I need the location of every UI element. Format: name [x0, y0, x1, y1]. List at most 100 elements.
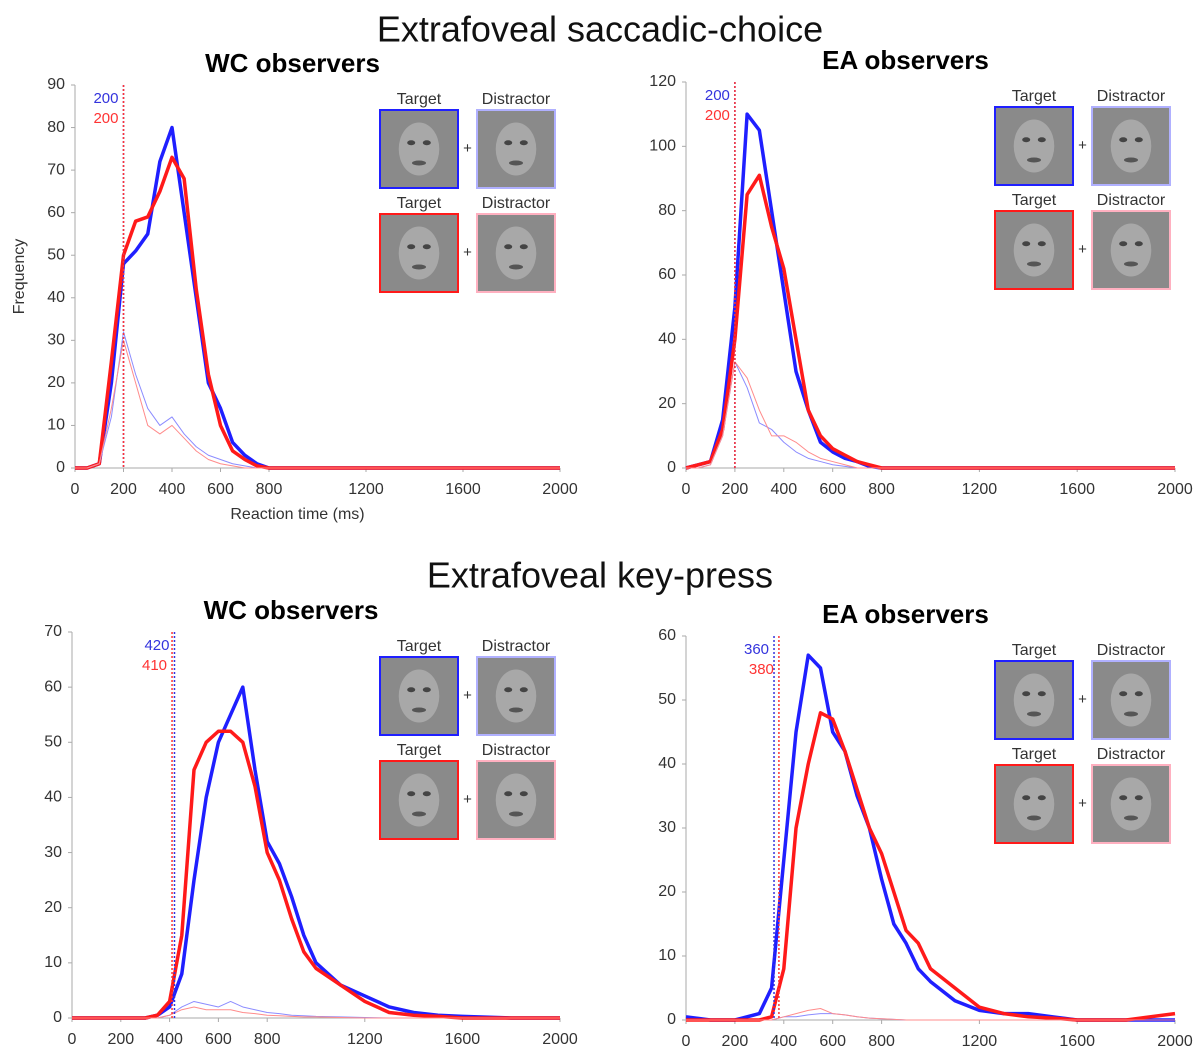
threshold-label: 420: [144, 637, 169, 654]
y-tick-label: 50: [658, 691, 676, 708]
x-tick-label: 0: [682, 481, 691, 498]
inset-joiner: +: [1078, 795, 1087, 812]
y-tick-label: 10: [658, 947, 676, 964]
series-line: [72, 1006, 560, 1019]
y-tick-label: 60: [44, 678, 62, 695]
mouth: [1027, 711, 1041, 717]
y-tick-label: 100: [649, 138, 676, 155]
y-tick-label: 60: [47, 204, 65, 221]
mouth: [509, 264, 523, 270]
y-tick-label: 20: [658, 395, 676, 412]
eye: [1119, 795, 1128, 801]
section-heading: Extrafoveal key-press: [427, 555, 773, 596]
mouth: [509, 160, 523, 166]
mouth: [1027, 157, 1041, 163]
x-tick-label: 200: [722, 481, 749, 498]
eye: [504, 140, 513, 146]
face: [1110, 119, 1152, 173]
y-tick-label: 40: [47, 289, 65, 306]
chart-title: WC observers: [205, 48, 380, 78]
x-tick-label: 0: [682, 1033, 691, 1050]
series-line: [75, 339, 560, 469]
threshold-label: 410: [142, 657, 167, 674]
mouth: [412, 264, 426, 270]
eye: [1037, 241, 1046, 247]
inset-joiner: +: [463, 687, 472, 704]
mouth: [1027, 261, 1041, 267]
y-tick-label: 30: [658, 819, 676, 836]
eye: [1037, 137, 1046, 143]
inset-label: Distractor: [482, 91, 551, 108]
x-tick-label: 400: [156, 1031, 183, 1048]
x-tick-label: 1600: [445, 481, 481, 498]
x-tick-label: 200: [107, 1031, 134, 1048]
inset-label: Target: [1012, 746, 1057, 763]
face: [398, 669, 440, 723]
y-tick-label: 30: [44, 844, 62, 861]
face: [1110, 673, 1152, 727]
series-line: [686, 361, 1175, 469]
face: [1013, 777, 1055, 831]
x-tick-label: 2000: [1157, 481, 1193, 498]
x-tick-label: 400: [770, 1033, 797, 1050]
threshold-label: 200: [93, 90, 118, 107]
eye: [504, 791, 513, 797]
inset-label: Distractor: [1097, 88, 1166, 105]
y-tick-label: 20: [658, 883, 676, 900]
eye: [1022, 137, 1031, 143]
chart-title: EA observers: [822, 45, 989, 75]
eye: [407, 140, 416, 146]
y-tick-label: 50: [47, 246, 65, 263]
eye: [407, 244, 416, 250]
y-tick-label: 50: [44, 734, 62, 751]
x-tick-label: 400: [770, 481, 797, 498]
mouth: [412, 811, 426, 817]
inset-label: Target: [1012, 642, 1057, 659]
x-tick-label: 1200: [962, 1033, 998, 1050]
chart-title: EA observers: [822, 599, 989, 629]
y-tick-label: 60: [658, 266, 676, 283]
x-tick-label: 1200: [348, 481, 384, 498]
inset-label: Target: [397, 742, 442, 759]
x-tick-label: 0: [71, 481, 80, 498]
face: [495, 122, 537, 176]
section-heading: Extrafoveal saccadic-choice: [377, 9, 823, 50]
y-tick-label: 40: [658, 331, 676, 348]
y-tick-label: 0: [667, 459, 676, 476]
inset-label: Distractor: [482, 742, 551, 759]
eye: [1037, 795, 1046, 801]
threshold-label: 360: [744, 641, 769, 658]
eye: [1134, 795, 1143, 801]
eye: [1134, 691, 1143, 697]
x-tick-label: 0: [68, 1031, 77, 1048]
eye: [1134, 241, 1143, 247]
inset-joiner: +: [463, 244, 472, 261]
threshold-label: 200: [93, 110, 118, 127]
face: [495, 773, 537, 827]
eye: [407, 791, 416, 797]
eye: [1022, 691, 1031, 697]
face: [1110, 777, 1152, 831]
x-tick-label: 1200: [347, 1031, 383, 1048]
x-tick-label: 800: [868, 481, 895, 498]
inset-label: Distractor: [482, 195, 551, 212]
inset-label: Target: [1012, 88, 1057, 105]
mouth: [1124, 157, 1138, 163]
eye: [1134, 137, 1143, 143]
inset-joiner: +: [1078, 241, 1087, 258]
y-tick-label: 20: [47, 374, 65, 391]
y-axis-label: Frequency: [11, 239, 28, 315]
mouth: [1124, 261, 1138, 267]
y-tick-label: 10: [47, 417, 65, 434]
x-tick-label: 600: [207, 481, 234, 498]
threshold-label: 200: [705, 87, 730, 104]
y-tick-label: 40: [44, 789, 62, 806]
x-tick-label: 2000: [542, 1031, 578, 1048]
chart: WC observers 0 10 20 30 40 50 60 70 80 90 0 200 400 60…: [11, 48, 578, 523]
face: [398, 122, 440, 176]
mouth: [412, 160, 426, 166]
y-tick-label: 0: [53, 1009, 62, 1026]
